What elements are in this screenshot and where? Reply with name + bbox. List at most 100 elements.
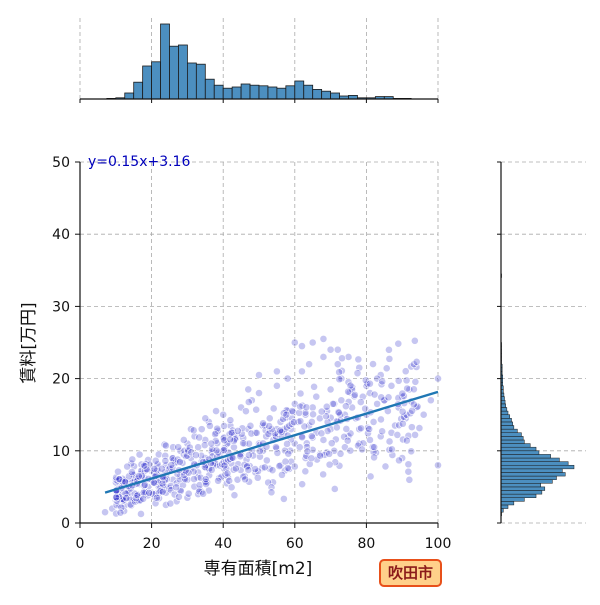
scatter-point-395 bbox=[378, 427, 387, 436]
scatter-point-588 bbox=[322, 402, 331, 411]
right-hist-bar-24 bbox=[500, 432, 522, 437]
scatter-point-563 bbox=[317, 407, 326, 416]
right-hist-bar-29 bbox=[500, 414, 511, 419]
scatter-point-601 bbox=[137, 471, 146, 480]
scatter-point-73 bbox=[283, 374, 292, 383]
city-badge-box bbox=[379, 559, 442, 587]
top-hist-bar-13 bbox=[222, 87, 233, 100]
scatter-point-333 bbox=[356, 398, 365, 407]
scatter-point-650 bbox=[227, 483, 236, 492]
top-hist-bar-11 bbox=[204, 78, 215, 100]
scatter-point-383 bbox=[338, 354, 346, 363]
scatter-point-308 bbox=[407, 447, 416, 456]
top-hist-bar-24 bbox=[321, 90, 331, 100]
scatter-point-656 bbox=[220, 446, 228, 454]
scatter-point-484 bbox=[412, 357, 421, 366]
scatter-point-516 bbox=[378, 377, 387, 386]
scatter-point-625 bbox=[366, 379, 374, 388]
scatter-point-366 bbox=[181, 475, 190, 484]
scatter-point-672 bbox=[276, 426, 285, 435]
scatter-point-640 bbox=[135, 472, 143, 481]
scatter-point-490 bbox=[295, 408, 304, 417]
scatter-point-379 bbox=[354, 441, 362, 450]
scatter-point-531 bbox=[381, 462, 390, 471]
scatter-point-514 bbox=[296, 402, 305, 411]
top-hist-bar-12 bbox=[213, 84, 224, 100]
right-hist-bar-27 bbox=[500, 421, 513, 426]
scatter-point-471 bbox=[283, 440, 291, 448]
scatter-point-434 bbox=[295, 443, 304, 452]
city-badge-label: 吹田市 bbox=[388, 564, 433, 582]
right-hist-bar-19 bbox=[500, 450, 540, 455]
scatter-point-657 bbox=[150, 465, 159, 473]
right-hist-bar-11 bbox=[500, 479, 553, 484]
scatter-point-105 bbox=[366, 389, 374, 397]
scatter-point-0 bbox=[101, 508, 109, 517]
scatter-point-666 bbox=[174, 443, 183, 452]
scatter-point-607 bbox=[411, 430, 419, 439]
scatter-point-330 bbox=[359, 439, 368, 448]
scatter-point-506 bbox=[272, 443, 280, 451]
scatter-point-94 bbox=[333, 345, 342, 354]
scatter-point-394 bbox=[408, 406, 416, 415]
right-hist-bar-17 bbox=[500, 457, 560, 462]
scatter-point-91 bbox=[326, 385, 335, 394]
scatter-point-95 bbox=[337, 396, 346, 405]
scatter-point-525 bbox=[246, 421, 255, 430]
scatter-point-191 bbox=[137, 510, 145, 518]
scatter-point-605 bbox=[398, 419, 407, 428]
scatter-point-428 bbox=[332, 423, 341, 432]
scatter-point-594 bbox=[153, 493, 161, 502]
scatter-point-495 bbox=[241, 475, 249, 484]
scatter-point-638 bbox=[207, 466, 216, 474]
scatter-point-614 bbox=[238, 424, 247, 433]
right-hist-bar-21 bbox=[500, 443, 531, 448]
scatter-point-539 bbox=[370, 453, 378, 462]
scatter-point-142 bbox=[154, 450, 163, 459]
scatter-point-135 bbox=[298, 342, 306, 351]
scatter-point-538 bbox=[415, 424, 424, 432]
scatter-point-270 bbox=[361, 404, 370, 413]
scatter-point-603 bbox=[284, 449, 293, 458]
scatter-point-622 bbox=[190, 475, 198, 483]
scatter-point-226 bbox=[369, 360, 377, 368]
x-tick-label-4: 80 bbox=[357, 536, 375, 552]
scatter-point-424 bbox=[334, 408, 343, 416]
scatter-point-585 bbox=[220, 461, 229, 470]
scatter-point-390 bbox=[342, 425, 351, 433]
scatter-point-591 bbox=[334, 408, 343, 417]
top-hist-bar-14 bbox=[231, 86, 242, 100]
scatter-point-347 bbox=[267, 488, 276, 497]
right-hist-bar-14 bbox=[500, 468, 563, 473]
scatter-point-284 bbox=[298, 480, 307, 489]
top-hist-bar-20 bbox=[285, 85, 296, 100]
scatter-point-132 bbox=[255, 371, 263, 379]
top-hist-bar-3 bbox=[133, 81, 144, 100]
scatter-point-79 bbox=[298, 367, 306, 376]
scatter-point-283 bbox=[394, 376, 403, 385]
top-hist-bar-10 bbox=[195, 63, 206, 100]
scatter-point-535 bbox=[122, 494, 131, 502]
scatter-point-473 bbox=[211, 430, 220, 439]
top-hist-bar-6 bbox=[160, 23, 170, 100]
scatter-point-513 bbox=[195, 487, 204, 496]
scatter-point-147 bbox=[212, 407, 220, 415]
right-hist-bar-26 bbox=[500, 425, 515, 430]
scatter-point-448 bbox=[410, 336, 419, 345]
scatter-point-472 bbox=[336, 449, 345, 458]
top-hist-bar-9 bbox=[186, 62, 197, 100]
scatter-point-596 bbox=[116, 508, 125, 517]
scatter-point-161 bbox=[376, 432, 385, 441]
top-hist-bar-7 bbox=[169, 45, 179, 100]
scatter-point-419 bbox=[283, 464, 292, 472]
y-tick-label-1: 10 bbox=[52, 444, 70, 460]
scatter-point-545 bbox=[135, 450, 144, 459]
scatter-point-618 bbox=[200, 441, 209, 450]
scatter-point-388 bbox=[377, 415, 385, 424]
scatter-point-120 bbox=[434, 374, 442, 383]
scatter-point-367 bbox=[220, 422, 228, 430]
scatter-point-198 bbox=[211, 437, 220, 445]
scatter-point-524 bbox=[327, 439, 336, 448]
scatter-point-80 bbox=[301, 410, 310, 419]
scatter-point-416 bbox=[366, 472, 375, 481]
